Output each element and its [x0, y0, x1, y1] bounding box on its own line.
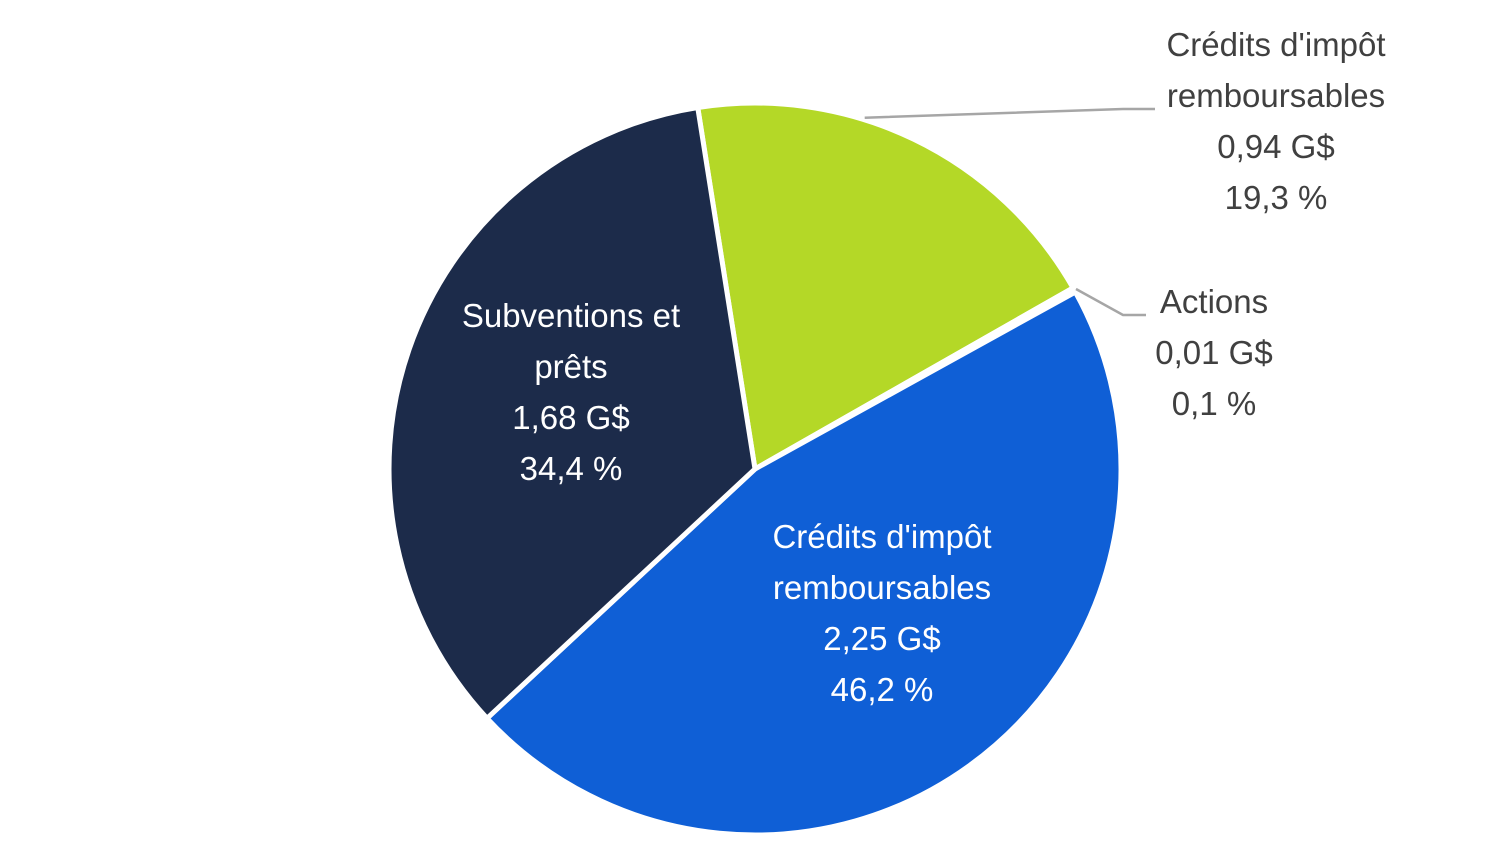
pie-slice-grants-loans	[386, 105, 758, 721]
slice-value: 2,25 G$	[823, 620, 940, 657]
slice-label-shares: Actions 0,01 G$ 0,1 %	[1155, 283, 1272, 422]
slice-label-grants-loans: Subventions et prêts 1,68 G$ 34,4 %	[462, 297, 680, 487]
slice-value: 0,94 G$	[1217, 128, 1334, 165]
leader-line-shares	[1075, 287, 1146, 317]
pie-slice-tax-credits-small	[695, 100, 1076, 472]
slice-category-line: Actions	[1160, 283, 1268, 320]
slice-category-line: remboursables	[1167, 77, 1385, 114]
slice-category-line: Crédits d'impôt	[772, 518, 991, 555]
slice-label-tax-credits-small: Crédits d'impôt remboursables 0,94 G$ 19,3 …	[1166, 26, 1385, 216]
slice-value: 0,01 G$	[1155, 334, 1272, 371]
slice-percent: 46,2 %	[831, 671, 934, 708]
pie-slice-tax-credits-large	[484, 289, 1124, 838]
slice-category-line: remboursables	[773, 569, 991, 606]
slice-category-line: prêts	[534, 348, 607, 385]
leader-lines	[864, 107, 1155, 317]
slice-label-tax-credits-large: Crédits d'impôt remboursables 2,25 G$ 46,2 …	[772, 518, 991, 708]
slice-value: 1,68 G$	[512, 399, 629, 436]
pie-slices	[386, 100, 1124, 838]
slice-category-line: Subventions et	[462, 297, 680, 334]
leader-line-tax-credits-small	[864, 107, 1155, 119]
slice-category-line: Crédits d'impôt	[1166, 26, 1385, 63]
slice-labels: Crédits d'impôt remboursables 0,94 G$ 19,3 …	[462, 26, 1386, 708]
slice-percent: 19,3 %	[1225, 179, 1328, 216]
slice-percent: 0,1 %	[1172, 385, 1256, 422]
slice-percent: 34,4 %	[520, 450, 623, 487]
